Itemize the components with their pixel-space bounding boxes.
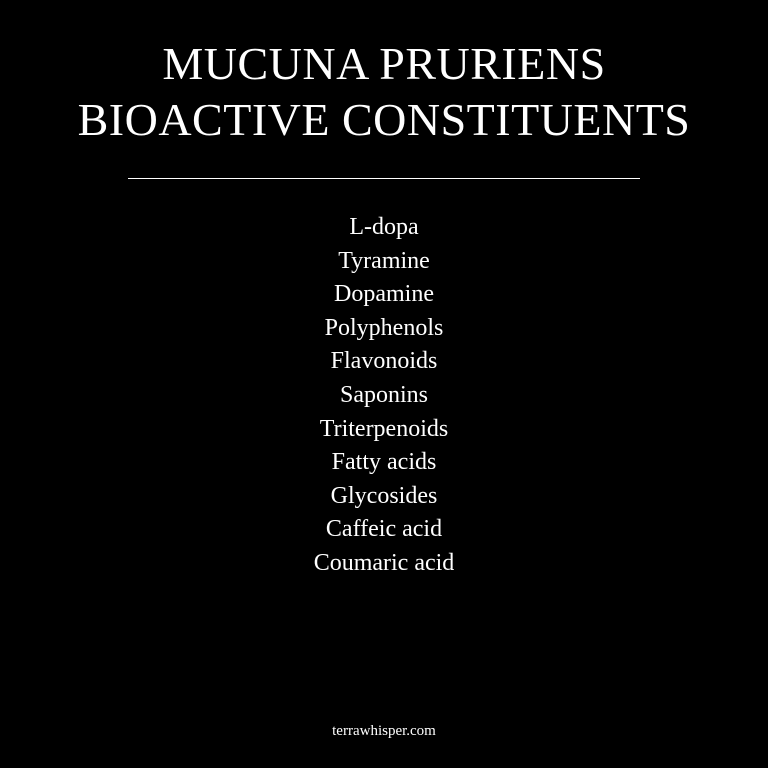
list-item: Triterpenoids — [319, 415, 449, 442]
list-item: Coumaric acid — [313, 549, 455, 576]
list-item: Caffeic acid — [325, 516, 443, 543]
site-credit: terrawhisper.com — [332, 723, 436, 739]
list-item: Tyramine — [338, 247, 430, 274]
title-divider — [128, 178, 640, 179]
list-item: L-dopa — [349, 214, 419, 240]
list-item: Fatty acids — [331, 449, 437, 476]
list-item: Glycosides — [330, 482, 438, 509]
page-title: MUCUNA PRURIENS BIOACTIVE CONSTITUENTS — [0, 36, 768, 148]
title-line-2: BIOACTIVE CONSTITUENTS — [77, 94, 691, 145]
constituents-list: L-dopa Tyramine Dopamine Polyphenols Fla… — [0, 211, 768, 581]
list-item: Flavonoids — [330, 348, 438, 375]
list-item: Saponins — [339, 381, 428, 408]
list-item: Polyphenols — [324, 314, 444, 341]
title-line-1: MUCUNA PRURIENS — [162, 38, 606, 89]
list-item: Dopamine — [334, 281, 434, 308]
